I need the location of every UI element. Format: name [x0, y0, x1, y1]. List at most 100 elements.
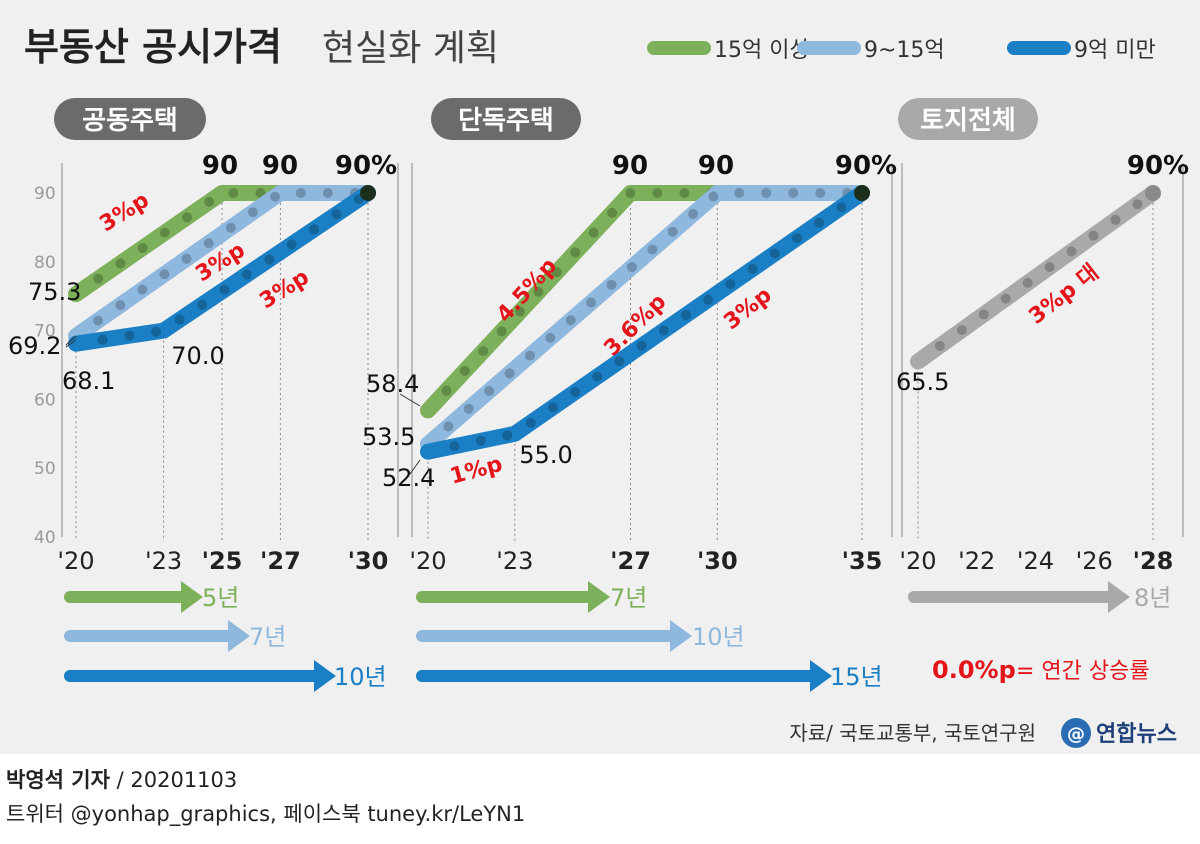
panel-badge-apartment	[54, 98, 206, 140]
series-line-apartment-2	[68, 185, 376, 345]
panel-house: 단독주택 '20 '23 '27 '30 '35 58.4 90 53.5 90 52.4 90% 55…	[362, 98, 897, 692]
mid-value-label-apartment: 70.0	[171, 342, 224, 370]
logo-icon	[1061, 718, 1091, 748]
y-tick-60: 60	[34, 390, 56, 410]
series-line-apartment-3	[68, 185, 376, 352]
y-tick-80: 80	[34, 253, 56, 273]
series-line-house-2	[420, 185, 870, 453]
x-tick-house-4: '30	[697, 547, 738, 575]
panel-title-land: 토지전체	[920, 106, 1016, 136]
series-end-point-apartment	[360, 185, 376, 201]
x-tick-land-3: '24	[1017, 547, 1054, 575]
logo-text: 연합뉴스	[1096, 721, 1177, 747]
start-value-label-apartment-2: 69.2	[8, 332, 61, 360]
duration-arrowhead-house-2	[670, 620, 692, 652]
title-main: 부동산 공시가격	[24, 25, 282, 69]
rate-label-house-1: 4.5%p	[492, 254, 562, 328]
duration-label-house-1: 7년	[610, 584, 647, 612]
byline-date: 20201103	[130, 768, 238, 792]
label-leader-house-2	[409, 459, 421, 475]
legend-label-3: 9억 미만	[1074, 38, 1156, 63]
x-tick-land-1: '20	[899, 547, 936, 575]
duration-label-apartment-3: 10년	[334, 663, 387, 691]
label-leader-apartment-2	[65, 339, 77, 348]
panel-title-house: 단독주택	[458, 106, 554, 136]
duration-label-land-1: 8년	[1134, 584, 1171, 612]
series-start-point-house-1	[421, 403, 435, 418]
series-start-point-land-1	[911, 354, 925, 369]
x-tick-house-5: '35	[842, 547, 883, 575]
duration-label-house-2: 10년	[692, 623, 745, 651]
panel-title-apartment: 공동주택	[82, 106, 178, 136]
duration-arrowhead-apartment-3	[314, 660, 336, 692]
duration-arrowhead-apartment-1	[181, 581, 203, 613]
series-dots-house-3	[423, 188, 867, 457]
start-value-label-apartment-3: 68.1	[62, 367, 115, 395]
end-value-label-apartment-3: 90%	[335, 151, 397, 181]
label-leader-house-1	[399, 393, 421, 407]
duration-label-apartment-1: 5년	[202, 584, 239, 612]
end-value-label-house-1: 90	[612, 151, 648, 181]
logo-glyph: @	[1067, 724, 1085, 745]
end-value-label-apartment-2: 90	[262, 151, 298, 181]
rate-legend-text: = 연간 상승률	[1016, 659, 1150, 684]
byline-separator: /	[116, 768, 124, 792]
y-tick-90: 90	[34, 184, 56, 204]
duration-arrowhead-apartment-2	[228, 620, 250, 652]
rate-legend-value: 0.0%p	[932, 656, 1016, 684]
label-leader-apartment-1	[65, 335, 77, 346]
rate-label-apartment-1: 3%p	[95, 188, 153, 237]
legend-label-1: 15억 이상	[714, 38, 810, 63]
x-tick-land-5: '28	[1133, 547, 1174, 575]
byline-author: 박영석 기자	[6, 768, 110, 792]
title-sub: 현실화 계획	[322, 28, 499, 69]
x-tick-land-2: '22	[958, 547, 995, 575]
series-start-point-apartment-3	[69, 336, 83, 351]
panel-apartment: 공동주택 90 80 70 60 50 40'20 '23 '25 '27 '30 75.3 90 69.…	[8, 98, 399, 692]
duration-label-house-3: 15년	[830, 663, 883, 691]
series-end-point-land	[1145, 185, 1161, 201]
start-value-label-house-3: 52.4	[382, 464, 435, 492]
y-tick-50: 50	[34, 459, 56, 479]
start-value-label-apartment-1: 75.3	[28, 278, 81, 306]
byline: 박영석 기자 / 20201103	[6, 764, 237, 794]
y-tick-70: 70	[34, 322, 56, 342]
duration-label-apartment-2: 7년	[249, 623, 286, 651]
series-dots-apartment-3	[71, 188, 373, 349]
start-value-label-house-1: 58.4	[366, 370, 419, 398]
end-value-label-land-1: 90%	[1127, 151, 1189, 181]
x-tick-apartment-2: '23	[145, 547, 182, 575]
x-tick-house-3: '27	[610, 547, 651, 575]
end-value-label-apartment-1: 90	[202, 151, 238, 181]
x-tick-house-1: '20	[409, 547, 446, 575]
series-start-point-apartment-1	[69, 287, 83, 302]
y-tick-40: 40	[34, 528, 56, 548]
panel-badge-house	[431, 98, 581, 140]
end-value-label-house-3: 90%	[835, 151, 897, 181]
series-dots-land-1	[913, 188, 1158, 367]
end-value-label-house-2: 90	[698, 151, 734, 181]
rate-label-house-4: 1%p	[447, 452, 505, 490]
x-tick-apartment-4: '27	[260, 547, 301, 575]
start-value-label-land-1: 65.5	[896, 368, 949, 396]
series-dots-house-1	[423, 188, 867, 416]
x-tick-apartment-3: '25	[202, 547, 243, 575]
x-tick-house-2: '23	[496, 547, 533, 575]
duration-arrowhead-house-3	[810, 660, 832, 692]
mid-value-label-house: 55.0	[519, 441, 572, 469]
start-value-label-house-2: 53.5	[362, 423, 415, 451]
series-end-point-house	[854, 185, 870, 201]
social-line: 트위터 @yonhap_graphics, 페이스북 tuney.kr/LeYN…	[6, 802, 526, 826]
duration-arrowhead-house-1	[588, 581, 610, 613]
x-tick-apartment-1: '20	[57, 547, 94, 575]
source-label: 자료/ 국토교통부, 국토연구원	[789, 721, 1036, 745]
duration-arrowhead-land-1	[1108, 581, 1130, 613]
legend-label-2: 9~15억	[864, 38, 945, 63]
series-start-point-house-3	[421, 444, 435, 459]
series-line-land-1	[910, 185, 1161, 370]
x-tick-apartment-5: '30	[348, 547, 389, 575]
panel-badge-land	[898, 98, 1038, 140]
series-dots-apartment-2	[71, 188, 373, 342]
